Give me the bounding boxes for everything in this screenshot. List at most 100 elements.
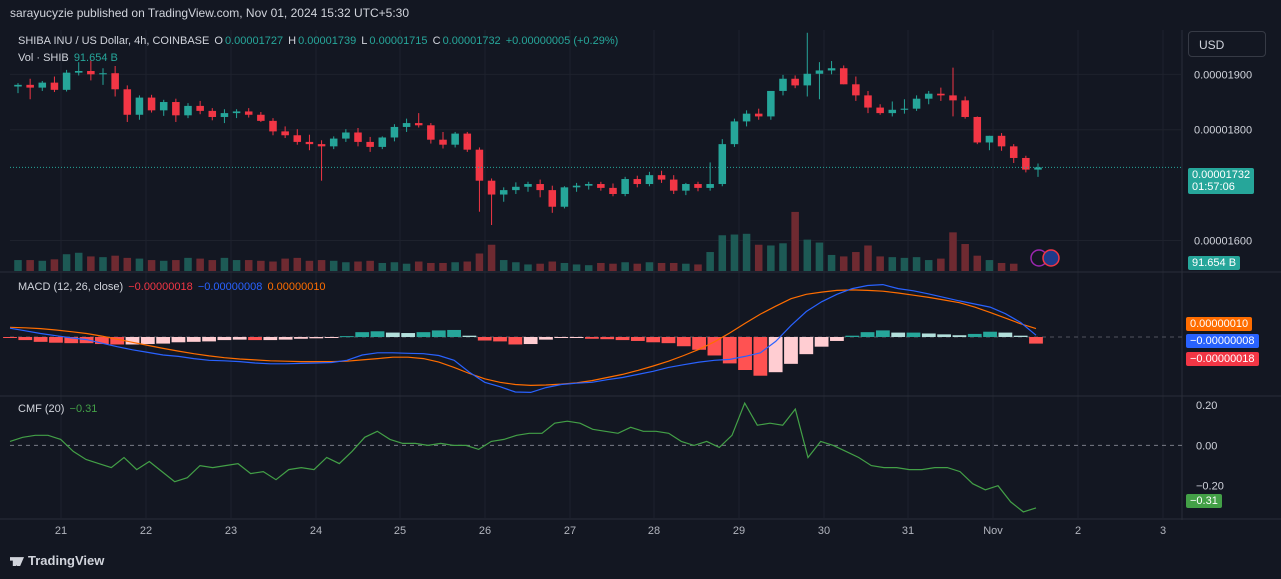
volume-bar bbox=[135, 258, 144, 271]
candle-body bbox=[694, 184, 702, 188]
x-tick-label: 26 bbox=[479, 525, 491, 537]
candle-body bbox=[135, 97, 144, 115]
macd-histogram-bar bbox=[554, 337, 569, 338]
candle-body bbox=[378, 137, 387, 147]
volume-bar bbox=[269, 261, 277, 271]
macd-histogram-bar bbox=[156, 337, 171, 344]
volume-bar bbox=[912, 257, 921, 271]
volume-bar bbox=[937, 258, 945, 271]
macd-histogram-bar bbox=[784, 337, 798, 364]
low-value: 0.00001715 bbox=[369, 35, 428, 47]
candle-body bbox=[827, 68, 836, 71]
volume-bar bbox=[342, 262, 350, 271]
macd-histogram-bar bbox=[569, 337, 584, 338]
candle-body bbox=[961, 100, 969, 117]
volume-bar bbox=[767, 245, 775, 271]
macd-signal-line bbox=[9, 289, 1037, 387]
candle-body bbox=[427, 125, 435, 140]
volume-bar bbox=[451, 262, 459, 271]
macd-histogram-bar bbox=[615, 337, 630, 341]
candle-body bbox=[111, 73, 119, 90]
macd-histogram-bar bbox=[18, 337, 33, 341]
countdown-value: 01:57:06 bbox=[1192, 181, 1235, 193]
volume-bar bbox=[876, 256, 884, 271]
macd-hist-value: −0.00000018 bbox=[128, 281, 193, 293]
macd-histogram-bar bbox=[646, 337, 661, 343]
candle-body bbox=[354, 132, 362, 142]
volume-bar bbox=[924, 260, 933, 271]
macd-histogram-bar bbox=[722, 337, 737, 364]
candle-body bbox=[767, 90, 775, 117]
candle-body bbox=[366, 141, 374, 147]
volume-bar bbox=[366, 260, 374, 271]
macd-hist-badge: −0.00000018 bbox=[1186, 352, 1259, 366]
candle-body bbox=[281, 131, 289, 136]
volume-bar bbox=[196, 258, 204, 271]
currency-button[interactable]: USD bbox=[1188, 31, 1266, 57]
macd-histogram-bar bbox=[217, 337, 232, 341]
macd-histogram-bar bbox=[845, 335, 860, 337]
macd-histogram-bar bbox=[1013, 335, 1028, 337]
candle-body bbox=[317, 144, 326, 147]
macd-histogram-bar bbox=[998, 332, 1013, 337]
volume-bar bbox=[572, 264, 581, 271]
volume-bar bbox=[293, 257, 302, 271]
macd-histogram-bar bbox=[294, 337, 308, 339]
x-tick-label: 31 bbox=[902, 525, 914, 537]
candle-body bbox=[839, 68, 848, 85]
volume-bar bbox=[524, 264, 532, 271]
candle-body bbox=[572, 185, 581, 188]
close-value: 0.00001732 bbox=[442, 35, 501, 47]
macd-histogram-bar bbox=[248, 337, 262, 341]
volume-bar bbox=[1009, 263, 1018, 271]
candle-body bbox=[791, 78, 799, 86]
volume-bar bbox=[730, 234, 739, 271]
volume-bar bbox=[475, 253, 484, 271]
macd-histogram-bar bbox=[630, 337, 645, 341]
macd-histogram-bar bbox=[462, 335, 477, 337]
volume-bar bbox=[584, 265, 593, 271]
macd-histogram-bar bbox=[600, 337, 615, 340]
candle-body bbox=[876, 107, 884, 114]
volume-bar bbox=[548, 261, 557, 271]
volume-bar bbox=[87, 256, 95, 271]
candle-body bbox=[232, 111, 241, 114]
volume-bar bbox=[694, 264, 702, 271]
volume-label: Vol · SHIB bbox=[18, 52, 69, 64]
tradingview-logo[interactable]: TradingView bbox=[10, 553, 104, 568]
volume-bar bbox=[427, 262, 435, 271]
macd-histogram-bar bbox=[370, 331, 385, 337]
macd-histogram-bar bbox=[875, 330, 890, 337]
volume-badge: 91.654 B bbox=[1188, 256, 1241, 270]
volume-bar bbox=[803, 239, 812, 271]
x-tick-label: Nov bbox=[983, 525, 1003, 537]
candle-body bbox=[1022, 157, 1030, 170]
candle-body bbox=[718, 144, 727, 185]
candle-body bbox=[924, 93, 933, 99]
macd-histogram-bar bbox=[983, 331, 997, 337]
macd-histogram-bar bbox=[49, 337, 63, 343]
publisher-line: sarayucyzie published on TradingView.com… bbox=[10, 6, 410, 20]
volume-bar bbox=[633, 263, 642, 271]
macd-histogram-bar bbox=[401, 333, 416, 337]
volume-bar bbox=[487, 244, 496, 271]
macd-histogram-bar bbox=[523, 337, 538, 345]
candle-body bbox=[1034, 167, 1042, 170]
volume-bar bbox=[463, 261, 472, 271]
candle-body bbox=[742, 113, 751, 122]
y-tick-label: 0.00001600 bbox=[1194, 236, 1252, 248]
low-label: L bbox=[361, 35, 368, 47]
macd-histogram-bar bbox=[416, 332, 431, 337]
volume-bar bbox=[718, 235, 727, 271]
macd-histogram-bar bbox=[140, 337, 155, 345]
volume-bar bbox=[985, 260, 994, 271]
candle-body bbox=[997, 135, 1006, 147]
macd-legend: MACD (12, 26, close) −0.00000018 −0.0000… bbox=[18, 281, 328, 293]
candle-body bbox=[196, 105, 204, 111]
candle-body bbox=[451, 133, 459, 145]
candle-body bbox=[26, 84, 34, 88]
macd-histogram-bar bbox=[952, 335, 967, 337]
volume-bar bbox=[839, 256, 848, 271]
volume-bar bbox=[536, 263, 544, 271]
